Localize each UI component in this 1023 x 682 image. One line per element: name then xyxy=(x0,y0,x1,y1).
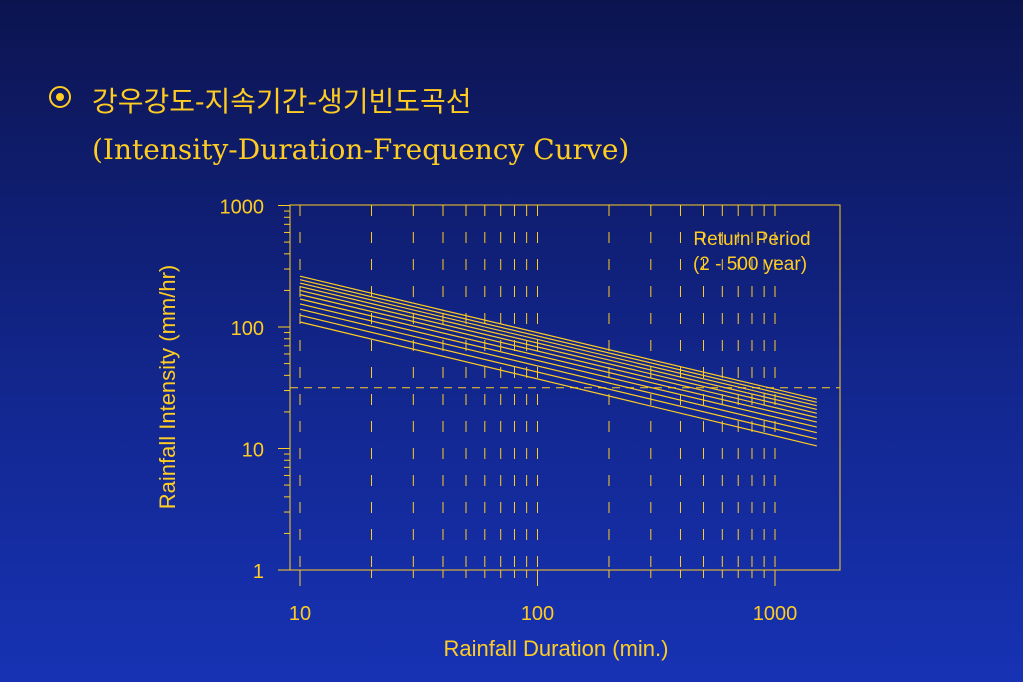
tick-layer xyxy=(278,205,776,586)
series-line xyxy=(299,286,817,410)
series-line xyxy=(299,298,817,423)
annotation-line1: Return Period xyxy=(693,229,810,250)
x-tick-label: 1000 xyxy=(753,603,798,625)
y-axis-label: Rainfall Intensity (mm/hr) xyxy=(155,265,180,510)
annotation-line2: (2 - 500 year) xyxy=(693,254,807,275)
x-tick-label: 100 xyxy=(521,603,554,625)
y-tick-label: 10 xyxy=(242,440,264,462)
bullet-icon xyxy=(49,86,71,108)
y-tick-label: 1 xyxy=(253,561,264,583)
series-line xyxy=(299,293,817,419)
series-line xyxy=(299,279,817,403)
series-line xyxy=(299,282,817,407)
series-line xyxy=(299,303,817,428)
slide-subtitle: (Intensity-Duration-Frequency Curve) xyxy=(92,133,630,166)
x-tick-label: 10 xyxy=(289,603,311,625)
series-line xyxy=(299,314,817,440)
series-line xyxy=(299,321,817,447)
y-tick-label: 1000 xyxy=(220,197,265,219)
grid-layer xyxy=(290,205,840,571)
series-line xyxy=(299,308,817,434)
slide-title: 강우강도-지속기간-생기빈도곡선 xyxy=(92,85,472,118)
series-line xyxy=(299,275,817,400)
y-tick-label: 100 xyxy=(231,318,264,340)
series-line xyxy=(299,289,817,414)
x-axis-label: Rainfall Duration (min.) xyxy=(444,636,669,661)
series-layer xyxy=(299,275,817,447)
label-layer: 1 10 100 1000 10 100 1000 xyxy=(220,197,798,626)
